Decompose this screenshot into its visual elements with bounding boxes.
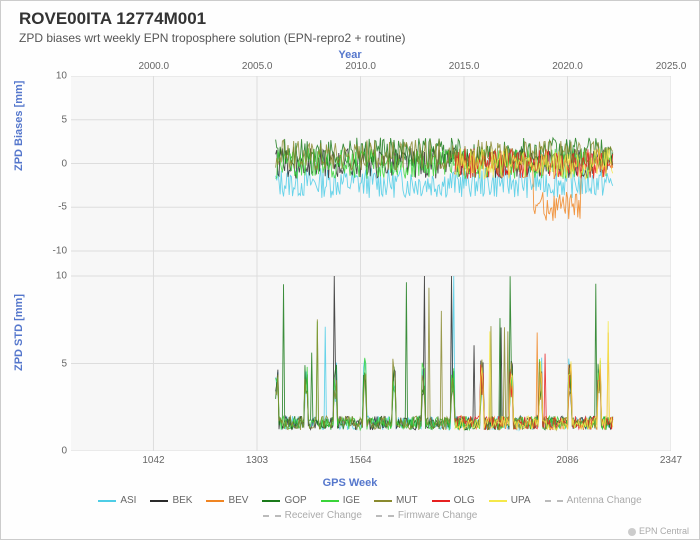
chart-subtitle: ZPD biases wrt weekly EPN troposphere so… [19, 31, 406, 45]
legend-label: MUT [396, 495, 418, 506]
tick-label: 2000.0 [138, 61, 169, 72]
top-axis-label: Year [338, 49, 361, 61]
legend-item: BEV [206, 495, 248, 506]
legend-swatch [206, 500, 224, 502]
tick-label: 1564 [349, 455, 371, 466]
tick-label: -10 [37, 246, 67, 257]
legend-swatch [376, 515, 394, 517]
tick-label: 2015.0 [449, 61, 480, 72]
legend: ASI BEK BEV GOP IGE MUT OLG UPA Antenna Change Re… [71, 495, 669, 521]
panel1-ylabel: ZPD Biases [mm] [13, 81, 25, 171]
tick-label: -5 [37, 202, 67, 213]
legend-label: GOP [284, 495, 306, 506]
legend-swatch [432, 500, 450, 502]
plot-area [71, 76, 671, 451]
legend-swatch [374, 500, 392, 502]
tick-label: 2005.0 [242, 61, 273, 72]
legend-item: IGE [321, 495, 360, 506]
legend-label: Firmware Change [398, 510, 477, 521]
legend-item: BEK [150, 495, 192, 506]
tick-label: 5 [37, 114, 67, 125]
legend-item: MUT [374, 495, 418, 506]
tick-label: 0 [37, 158, 67, 169]
bottom-axis-label: GPS Week [323, 477, 378, 489]
chart-svg [71, 76, 671, 451]
tick-label: 1042 [142, 455, 164, 466]
legend-swatch [262, 500, 280, 502]
legend-swatch [98, 500, 116, 502]
credit: EPN Central [628, 526, 689, 536]
credit-text: EPN Central [639, 526, 689, 536]
tick-label: 10 [37, 71, 67, 82]
chart-title: ROVE00ITA 12774M001 [19, 9, 206, 29]
legend-label: Receiver Change [285, 510, 362, 521]
legend-item: Firmware Change [376, 510, 477, 521]
credit-icon [628, 528, 636, 536]
legend-label: BEV [228, 495, 248, 506]
legend-swatch [545, 500, 563, 502]
legend-swatch [489, 500, 507, 502]
tick-label: 2347 [660, 455, 682, 466]
legend-label: ASI [120, 495, 136, 506]
legend-label: Antenna Change [567, 495, 642, 506]
legend-label: UPA [511, 495, 531, 506]
tick-label: 0 [37, 446, 67, 457]
legend-swatch [150, 500, 168, 502]
legend-item: OLG [432, 495, 475, 506]
tick-label: 1303 [246, 455, 268, 466]
legend-swatch [321, 500, 339, 502]
legend-item: ASI [98, 495, 136, 506]
legend-swatch [263, 515, 281, 517]
tick-label: 10 [37, 271, 67, 282]
panel2-ylabel: ZPD STD [mm] [13, 294, 25, 371]
legend-item: Antenna Change [545, 495, 642, 506]
legend-label: IGE [343, 495, 360, 506]
tick-label: 2010.0 [345, 61, 376, 72]
tick-label: 2025.0 [656, 61, 687, 72]
tick-label: 1825 [453, 455, 475, 466]
tick-label: 2020.0 [552, 61, 583, 72]
chart-container: ROVE00ITA 12774M001 ZPD biases wrt weekl… [0, 0, 700, 540]
legend-item: Receiver Change [263, 510, 362, 521]
legend-label: BEK [172, 495, 192, 506]
tick-label: 5 [37, 358, 67, 369]
tick-label: 2086 [556, 455, 578, 466]
legend-item: GOP [262, 495, 306, 506]
legend-item: UPA [489, 495, 531, 506]
legend-label: OLG [454, 495, 475, 506]
